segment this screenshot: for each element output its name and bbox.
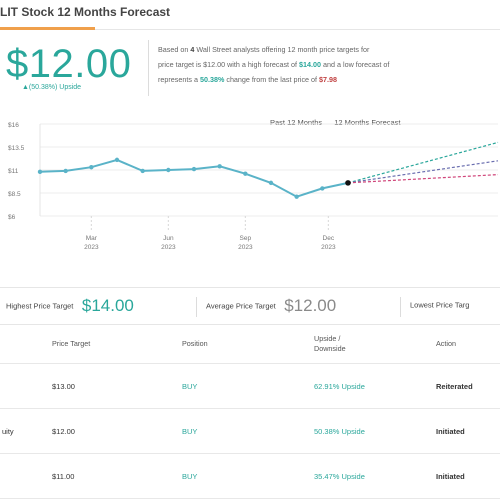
forecast-chart: $16 $13.5 $11 $8.5 $6 Mar 2023 Jun 2023 Sep 2023 De… xyxy=(0,112,500,272)
table-row[interactable]: uity $12.00 BUY 50.38% Upside Initiated xyxy=(0,409,500,454)
price-history-point xyxy=(191,166,197,172)
highest-target: Highest Price Target $14.00 xyxy=(6,296,134,316)
row-position: BUY xyxy=(182,427,198,436)
forecast-title: LIT Stock 12 Months Forecast xyxy=(0,5,171,19)
x-tick-month: Sep xyxy=(240,235,252,242)
header-position[interactable]: Position xyxy=(182,339,208,348)
x-tick-year: 2023 xyxy=(321,244,336,251)
firm-name: uity xyxy=(2,427,14,436)
y-tick-label: $11 xyxy=(8,168,19,175)
legend-forecast[interactable]: 12 Months Forecast xyxy=(334,118,401,127)
row-upside: 35.47% Upside xyxy=(314,472,365,481)
forecast-line xyxy=(347,160,499,184)
change-percent: 50.38% xyxy=(199,75,225,84)
forecast-line xyxy=(347,174,499,184)
row-action: Initiated xyxy=(436,427,465,436)
highest-target-label: Highest Price Target xyxy=(6,301,74,311)
header-price-target[interactable]: Price Target xyxy=(52,339,91,348)
header-accent-bar xyxy=(0,27,95,30)
table-row[interactable]: $13.00 BUY 62.91% Upside Reiterated xyxy=(0,364,500,409)
average-target-label: Average Price Target xyxy=(206,301,276,311)
average-price-target: $12.00 xyxy=(6,42,132,86)
price-history-point xyxy=(140,168,145,174)
price-history-line xyxy=(39,158,349,198)
price-history-point xyxy=(114,157,120,163)
forecast-header: LIT Stock 12 Months Forecast xyxy=(0,0,500,30)
x-tick-month: Jun xyxy=(163,235,174,242)
row-action: Reiterated xyxy=(436,382,473,391)
header-action[interactable]: Action xyxy=(436,339,456,348)
chart-legend: Past 12 Months 12 Months Forecast xyxy=(270,118,411,127)
price-targets-bar: Highest Price Target $14.00 Average Pric… xyxy=(0,287,500,325)
price-history-point xyxy=(294,194,299,199)
y-tick-label: $16 xyxy=(8,122,19,129)
price-history-point xyxy=(63,168,68,174)
table-row[interactable]: $11.00 BUY 35.47% Upside Initiated xyxy=(0,454,500,499)
row-position: BUY xyxy=(182,382,198,391)
summary-line-1: Based on 4 Wall Street analysts offering… xyxy=(158,45,370,54)
row-price-target: $12.00 xyxy=(52,427,75,436)
y-tick-label: $8.5 xyxy=(8,191,21,198)
high-forecast: $14.00 xyxy=(299,60,322,69)
legend-past[interactable]: Past 12 Months xyxy=(270,118,323,127)
forecast-line xyxy=(347,141,499,184)
price-history-point xyxy=(243,171,248,176)
highest-target-value: $14.00 xyxy=(81,296,134,315)
row-position: BUY xyxy=(182,472,198,481)
row-price-target: $11.00 xyxy=(52,472,75,481)
lowest-target: Lowest Price Targ xyxy=(410,296,469,314)
analyst-ratings-table: Price Target Position Upside / Downside … xyxy=(0,326,500,499)
header-upside[interactable]: Upside / Downside xyxy=(314,334,346,353)
row-upside: 50.38% Upside xyxy=(314,427,365,436)
average-target: Average Price Target $12.00 xyxy=(206,296,336,316)
price-upside-change: ▲(50.38%) Upside xyxy=(22,84,82,91)
analyst-count: 4 xyxy=(190,45,195,54)
summary-line-2: price target is $12.00 with a high forec… xyxy=(158,60,390,69)
price-history-point xyxy=(37,169,43,175)
x-tick-year: 2023 xyxy=(84,244,99,251)
price-history-point xyxy=(268,180,274,186)
forecast-chart-svg: $16 $13.5 $11 $8.5 $6 Mar 2023 Jun 2023 Sep 2023 De… xyxy=(8,122,499,251)
x-tick-month: Dec xyxy=(323,235,335,242)
current-price-marker xyxy=(345,180,351,186)
summary-divider xyxy=(148,40,149,96)
price-history-point xyxy=(89,165,94,170)
row-action: Initiated xyxy=(436,472,465,481)
x-tick-year: 2023 xyxy=(238,244,253,251)
row-price-target: $13.00 xyxy=(52,382,75,391)
last-price: $7.98 xyxy=(319,75,338,84)
target-divider xyxy=(196,297,197,317)
price-history-point xyxy=(320,186,325,191)
y-tick-label: $6 xyxy=(8,214,16,221)
row-upside: 62.91% Upside xyxy=(314,382,365,391)
average-target-value: $12.00 xyxy=(284,296,337,315)
lowest-target-label: Lowest Price Targ xyxy=(410,300,470,310)
table-header: Price Target Position Upside / Downside … xyxy=(0,326,500,364)
x-tick-month: Mar xyxy=(86,235,98,242)
target-divider xyxy=(400,297,401,317)
y-tick-label: $13.5 xyxy=(8,145,25,152)
x-tick-year: 2023 xyxy=(161,244,176,251)
price-history-point xyxy=(166,167,171,173)
summary-line-3: represents a 50.38% change from the last… xyxy=(158,75,338,84)
price-history-point xyxy=(217,164,222,169)
forecast-summary: Based on 4 Wall Street analysts offering… xyxy=(158,42,498,87)
